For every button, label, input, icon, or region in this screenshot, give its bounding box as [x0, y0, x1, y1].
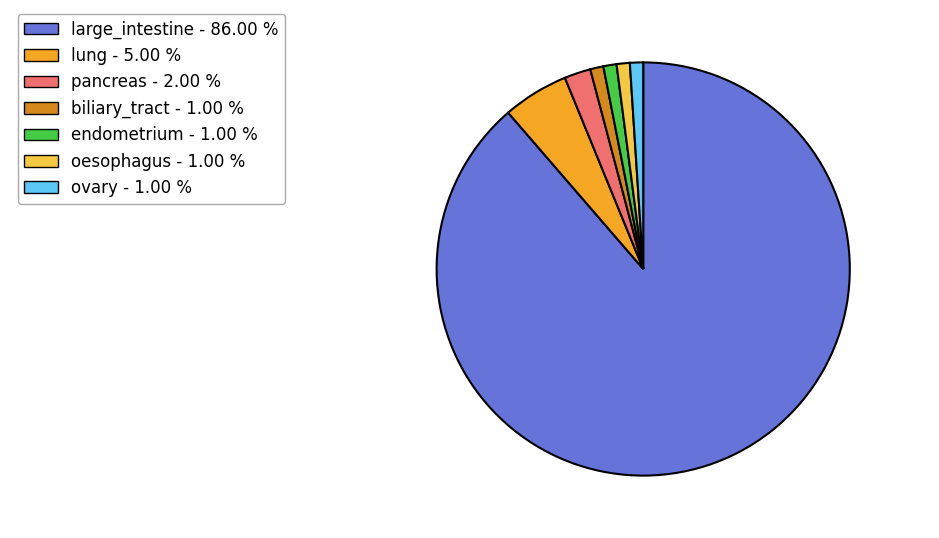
Wedge shape — [437, 62, 850, 476]
Wedge shape — [604, 64, 643, 269]
Legend: large_intestine - 86.00 %, lung - 5.00 %, pancreas - 2.00 %, biliary_tract - 1.0: large_intestine - 86.00 %, lung - 5.00 %… — [18, 13, 285, 203]
Wedge shape — [617, 63, 643, 269]
Wedge shape — [630, 62, 643, 269]
Wedge shape — [508, 78, 643, 269]
Wedge shape — [591, 66, 643, 269]
Wedge shape — [565, 69, 643, 269]
